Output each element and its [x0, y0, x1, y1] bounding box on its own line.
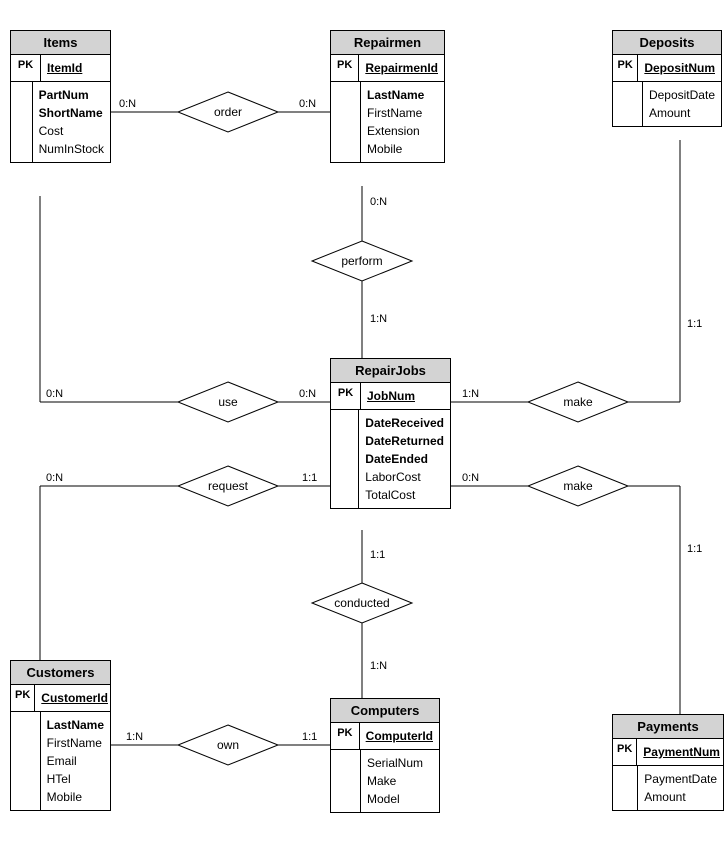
entity-repairjobs-title: RepairJobs	[331, 359, 450, 383]
entity-deposits-title: Deposits	[613, 31, 721, 55]
card-makepay-left: 0:N	[460, 472, 481, 484]
rel-conducted-label: conducted	[334, 596, 389, 610]
entity-computers: Computers PK ComputerId SerialNum Make M…	[330, 698, 440, 813]
card-conducted-bottom: 1:N	[368, 660, 389, 672]
card-use-right: 0:N	[297, 388, 318, 400]
entity-computers-title: Computers	[331, 699, 439, 723]
rel-own-label: own	[217, 738, 239, 752]
card-own-right: 1:1	[300, 731, 319, 743]
rel-make-deposit-label: make	[563, 395, 593, 409]
entity-deposits: Deposits PK DepositNum DepositDate Amoun…	[612, 30, 722, 127]
rel-make-payment-label: make	[563, 479, 593, 493]
card-conducted-top: 1:1	[368, 549, 387, 561]
card-perform-top: 0:N	[368, 196, 389, 208]
entity-payments: Payments PK PaymentNum PaymentDate Amoun…	[612, 714, 724, 811]
rel-perform-label: perform	[341, 254, 382, 268]
card-makepay-right: 1:1	[685, 543, 704, 555]
card-makedep-left: 1:N	[460, 388, 481, 400]
entity-items: Items PK ItemId PartNum ShortName Cost N…	[10, 30, 111, 163]
card-use-left: 0:N	[44, 388, 65, 400]
card-order-right: 0:N	[297, 98, 318, 110]
card-own-left: 1:N	[124, 731, 145, 743]
card-request-right: 1:1	[300, 472, 319, 484]
entity-repairmen: Repairmen PK RepairmenId LastName FirstN…	[330, 30, 445, 163]
rel-order-label: order	[214, 105, 242, 119]
entity-customers: Customers PK CustomerId LastName FirstNa…	[10, 660, 111, 811]
entity-customers-title: Customers	[11, 661, 110, 685]
card-perform-bottom: 1:N	[368, 313, 389, 325]
rel-request-label: request	[208, 479, 249, 493]
entity-repairmen-title: Repairmen	[331, 31, 444, 55]
card-order-left: 0:N	[117, 98, 138, 110]
entity-items-title: Items	[11, 31, 110, 55]
card-request-left: 0:N	[44, 472, 65, 484]
entity-payments-title: Payments	[613, 715, 723, 739]
rel-use-label: use	[218, 395, 238, 409]
entity-repairjobs: RepairJobs PK JobNum DateReceived DateRe…	[330, 358, 451, 509]
card-makedep-right: 1:1	[685, 318, 704, 330]
